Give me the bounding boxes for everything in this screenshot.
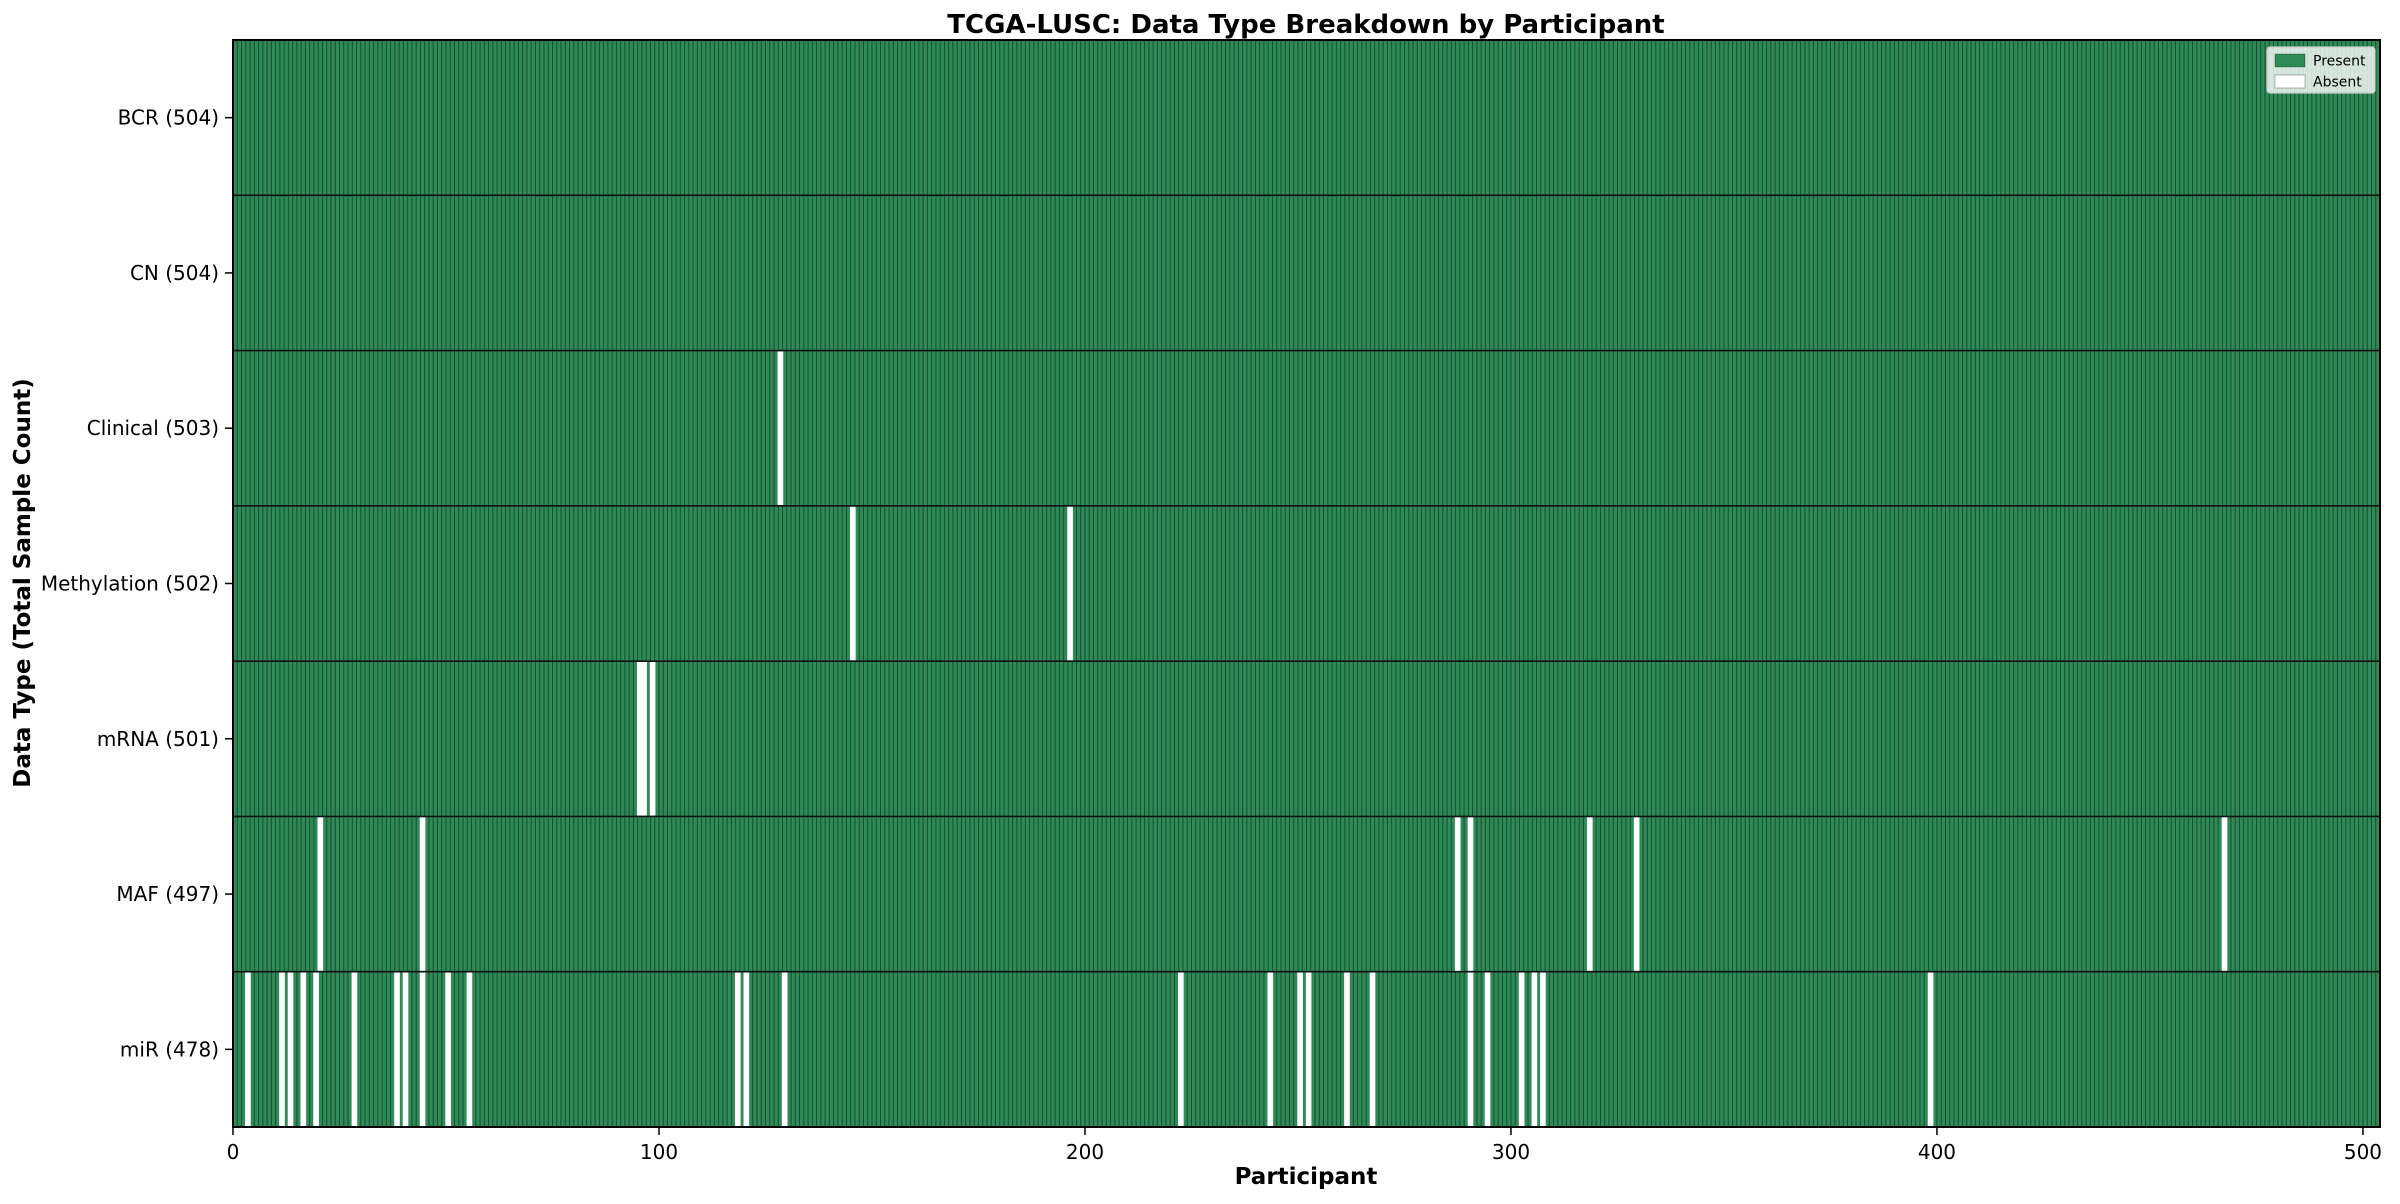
absent-bar-miR-243	[1267, 972, 1274, 1127]
absent-bar-MAF-290	[1467, 817, 1474, 971]
absent-bar-miR-129	[781, 972, 788, 1127]
x-axis-label: Participant	[1235, 1164, 1378, 1190]
absent-bar-miR-120	[743, 972, 750, 1127]
row-Clinical	[777, 351, 784, 506]
absent-bar-miR-261	[1344, 972, 1350, 1127]
y-tick-label-MAF: MAF (497)	[116, 882, 219, 906]
absent-bar-miR-55	[466, 972, 473, 1127]
absent-bar-miR-290	[1467, 972, 1474, 1127]
absent-bar-MAF-44	[419, 817, 426, 971]
legend-swatch-absent	[2274, 74, 2306, 89]
absent-bar-miR-398	[1927, 972, 1934, 1127]
absent-bar-MAF-329	[1633, 817, 1640, 971]
x-tick-label: 300	[1492, 1140, 1530, 1164]
absent-bar-miR-307	[1540, 972, 1546, 1127]
absent-bar-miR-252	[1305, 972, 1312, 1127]
y-tick-label-Clinical: Clinical (503)	[87, 416, 219, 440]
absent-bar-MAF-20	[317, 817, 324, 971]
x-tick-label: 100	[640, 1140, 678, 1164]
y-axis-label: Data Type (Total Sample Count)	[10, 378, 36, 787]
absent-bar-miR-250	[1297, 972, 1303, 1127]
absent-bar-miR-267	[1369, 972, 1376, 1127]
absent-bar-miR-28	[351, 972, 358, 1127]
absent-bar-miR-294	[1484, 972, 1491, 1127]
absent-bar-mRNA-95	[636, 661, 643, 816]
absent-bar-miR-38	[394, 972, 400, 1127]
absent-bar-MAF-287	[1454, 817, 1461, 971]
absent-bar-Clinical-128	[777, 351, 784, 506]
legend-label-absent: Absent	[2313, 75, 2362, 91]
absent-bar-miR-16	[300, 972, 307, 1127]
y-tick-label-mRNA: mRNA (501)	[97, 727, 219, 751]
absent-bar-miR-40	[402, 972, 409, 1127]
absent-bar-mRNA-96	[641, 661, 647, 816]
y-tick-label-BCR: BCR (504)	[118, 106, 219, 130]
y-tick-label-CN: CN (504)	[130, 261, 219, 285]
legend-label-present: Present	[2313, 54, 2366, 70]
row-miR	[245, 972, 1934, 1127]
legend: Present Absent	[2266, 46, 2376, 94]
x-tick-label: 400	[1918, 1140, 1956, 1164]
x-tick-label: 0	[227, 1140, 240, 1164]
absent-bar-miR-3	[245, 972, 251, 1127]
y-tick-label-Methylation: Methylation (502)	[41, 572, 219, 596]
absent-bar-miR-50	[445, 972, 451, 1127]
absent-bar-Methylation-196	[1067, 506, 1073, 661]
legend-swatch-present	[2274, 53, 2306, 68]
absent-bar-MAF-318	[1586, 817, 1593, 971]
x-tick-label: 200	[1066, 1140, 1104, 1164]
x-tick-label: 500	[2344, 1140, 2382, 1164]
absent-bar-miR-222	[1178, 972, 1184, 1127]
absent-bar-miR-305	[1531, 972, 1538, 1127]
plot-area: 0 100 200 300 400 500 BCR (504) CN (504) Clinica…	[41, 39, 2382, 1164]
absent-bar-MAF-467	[2221, 817, 2228, 971]
absent-bar-miR-118	[734, 972, 741, 1127]
absent-bar-mRNA-98	[649, 661, 656, 816]
absent-bar-miR-13	[287, 972, 294, 1127]
absent-bar-Methylation-145	[849, 506, 856, 661]
absent-bar-miR-302	[1518, 972, 1525, 1127]
absent-bar-miR-19	[313, 972, 319, 1127]
y-tick-label-miR: miR (478)	[120, 1037, 219, 1061]
present-background	[233, 40, 2380, 1127]
absent-bar-miR-44	[419, 972, 426, 1127]
chart-title: TCGA-LUSC: Data Type Breakdown by Partic…	[947, 10, 1664, 40]
row-MAF	[317, 817, 2228, 971]
row-Methylation	[849, 506, 1073, 661]
absent-bar-miR-11	[279, 972, 285, 1127]
row-mRNA	[636, 661, 656, 816]
